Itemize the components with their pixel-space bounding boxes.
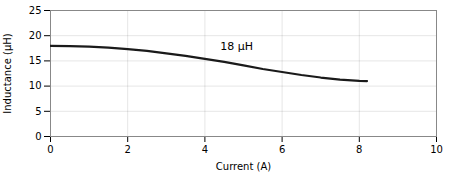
- svg-text:Inductance (μH): Inductance (μH): [2, 33, 13, 113]
- svg-text:6: 6: [279, 144, 285, 155]
- svg-text:25: 25: [29, 5, 42, 16]
- svg-text:10: 10: [29, 80, 42, 91]
- svg-text:Current (A): Current (A): [216, 161, 271, 172]
- svg-text:8: 8: [356, 144, 362, 155]
- svg-text:0: 0: [47, 144, 53, 155]
- svg-text:10: 10: [430, 144, 443, 155]
- svg-text:2: 2: [125, 144, 131, 155]
- svg-text:20: 20: [29, 30, 42, 41]
- svg-text:0: 0: [35, 131, 41, 142]
- svg-text:15: 15: [29, 55, 42, 66]
- svg-text:5: 5: [35, 106, 41, 117]
- svg-text:4: 4: [202, 144, 208, 155]
- svg-text:18 μH: 18 μH: [220, 40, 253, 53]
